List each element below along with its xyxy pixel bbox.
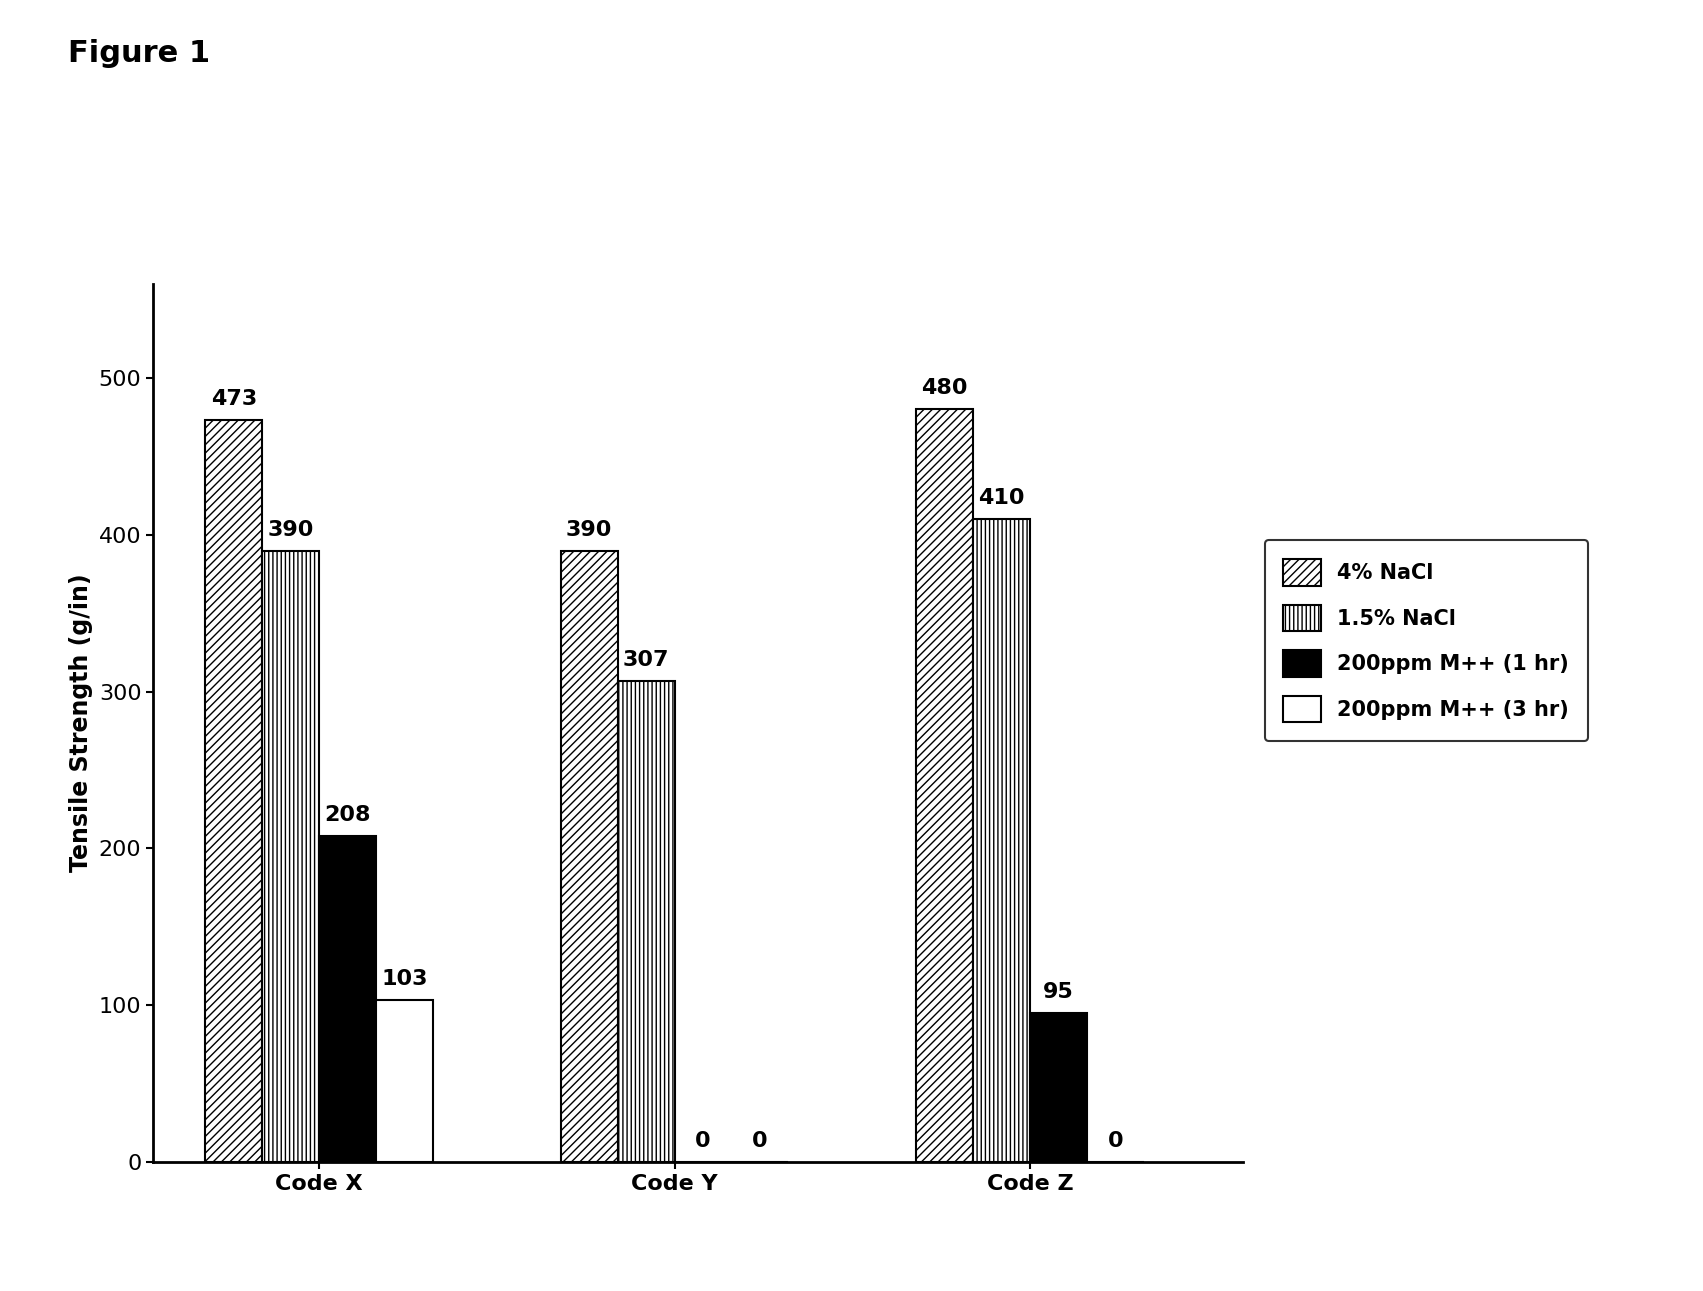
Bar: [618, 680, 674, 1162]
Text: 307: 307: [623, 649, 669, 670]
Bar: [1030, 1013, 1087, 1162]
Bar: [262, 550, 318, 1162]
Bar: [376, 1001, 433, 1162]
Text: Figure 1: Figure 1: [68, 39, 209, 67]
Legend: 4% NaCl, 1.5% NaCl, 200ppm M++ (1 hr), 200ppm M++ (3 hr): 4% NaCl, 1.5% NaCl, 200ppm M++ (1 hr), 2…: [1265, 540, 1587, 741]
Bar: [206, 421, 262, 1162]
Text: 410: 410: [978, 488, 1025, 509]
Text: 103: 103: [381, 970, 427, 989]
Text: 0: 0: [1107, 1131, 1122, 1152]
Text: 0: 0: [753, 1131, 768, 1152]
Text: 473: 473: [211, 390, 257, 409]
Text: 390: 390: [267, 519, 313, 540]
Y-axis label: Tensile Strength (g/in): Tensile Strength (g/in): [70, 573, 94, 873]
Text: 480: 480: [921, 378, 967, 399]
Text: 208: 208: [324, 804, 371, 825]
Bar: [560, 550, 618, 1162]
Text: 95: 95: [1042, 982, 1075, 1002]
Bar: [318, 835, 376, 1162]
Bar: [916, 409, 972, 1162]
Bar: [972, 519, 1030, 1162]
Text: 390: 390: [565, 519, 613, 540]
Text: 0: 0: [695, 1131, 710, 1152]
